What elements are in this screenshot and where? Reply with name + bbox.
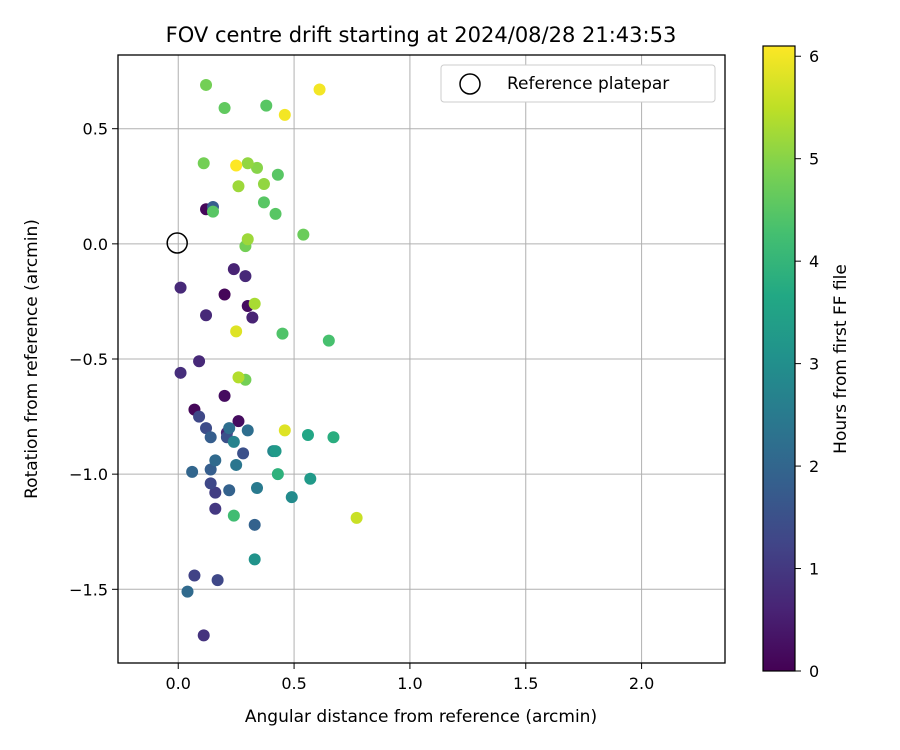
grid-lines	[118, 55, 725, 663]
y-tick-label: −1.5	[69, 580, 108, 599]
colorbar: 0 1 2 3 4 5 6 Hours from first FF file	[762, 45, 851, 681]
y-axis-title: Rotation from reference (arcmin)	[22, 219, 42, 499]
y-tick-label: −0.5	[69, 350, 108, 369]
data-point	[260, 99, 273, 112]
data-point	[209, 502, 222, 515]
data-point	[232, 371, 245, 384]
data-point	[246, 311, 259, 324]
data-point	[241, 424, 254, 437]
colorbar-ticks: 0 1 2 3 4 5 6	[795, 47, 819, 681]
x-tick-label: 0.5	[281, 674, 306, 693]
y-axis-ticks: 0.5 0.0 −0.5 −1.0 −1.5	[69, 120, 118, 599]
colorbar-tick-label: 1	[809, 560, 819, 579]
data-point	[241, 157, 254, 170]
data-point	[304, 472, 317, 485]
data-point	[257, 196, 270, 209]
colorbar-tick-label: 6	[809, 47, 819, 66]
colorbar-gradient	[762, 45, 796, 672]
data-point	[278, 108, 291, 121]
data-point	[297, 228, 310, 241]
data-point	[218, 288, 231, 301]
colorbar-tick-label: 0	[809, 662, 819, 681]
data-point	[271, 468, 284, 481]
data-point	[313, 83, 326, 96]
data-point	[181, 585, 194, 598]
data-point	[227, 435, 240, 448]
data-points	[174, 78, 363, 642]
colorbar-tick-label: 4	[809, 252, 819, 271]
data-point	[197, 157, 210, 170]
data-point	[174, 366, 187, 379]
data-point	[186, 465, 199, 478]
data-point	[209, 454, 222, 467]
x-tick-label: 0.0	[166, 674, 191, 693]
data-point	[200, 309, 213, 322]
colorbar-tick-label: 3	[809, 355, 819, 374]
data-point	[257, 177, 270, 190]
data-point	[350, 511, 363, 524]
data-point	[218, 101, 231, 114]
data-point	[301, 429, 314, 441]
data-point	[227, 509, 240, 522]
data-point	[232, 415, 245, 428]
data-point	[223, 422, 236, 435]
data-point	[285, 491, 298, 504]
data-point	[269, 445, 282, 458]
data-point	[269, 207, 282, 220]
data-point	[218, 389, 231, 402]
data-point	[188, 569, 201, 582]
y-tick-label: −1.0	[69, 465, 108, 484]
data-point	[193, 410, 206, 423]
data-point	[239, 270, 252, 283]
data-point	[200, 422, 213, 435]
data-point	[230, 325, 243, 338]
data-point	[271, 168, 284, 181]
x-axis-title: Angular distance from reference (arcmin)	[245, 707, 597, 727]
data-point	[278, 424, 291, 437]
colorbar-tick-label: 5	[809, 150, 819, 169]
data-point	[193, 355, 206, 368]
data-point	[248, 553, 261, 566]
data-point	[204, 463, 217, 476]
data-point	[251, 481, 264, 494]
data-point	[232, 180, 245, 193]
data-point	[227, 263, 240, 276]
data-point	[276, 327, 289, 340]
data-point	[248, 297, 261, 310]
data-point	[200, 78, 213, 91]
data-point	[241, 233, 254, 246]
x-tick-label: 1.5	[513, 674, 538, 693]
data-point	[206, 205, 219, 218]
data-point	[230, 159, 243, 172]
x-axis-ticks: 0.0 0.5 1.0 1.5 2.0	[166, 663, 654, 693]
data-point	[322, 334, 335, 347]
data-point	[209, 486, 222, 499]
reference-platepar-marker	[166, 232, 188, 254]
data-point	[251, 161, 264, 174]
data-point	[211, 574, 224, 587]
data-point	[204, 477, 217, 490]
legend-marker-icon	[459, 73, 481, 95]
legend: Reference platepar	[440, 64, 716, 103]
data-point	[230, 458, 243, 471]
data-point	[248, 518, 261, 531]
data-point	[327, 431, 340, 444]
x-tick-label: 1.0	[397, 674, 422, 693]
data-point	[223, 484, 236, 497]
chart-title: FOV centre drift starting at 2024/08/28 …	[166, 23, 677, 47]
data-point	[204, 431, 217, 444]
x-tick-label: 2.0	[629, 674, 654, 693]
legend-label: Reference platepar	[507, 74, 669, 94]
legend-box	[440, 64, 716, 103]
y-tick-label: 0.5	[83, 120, 108, 139]
colorbar-title: Hours from first FF file	[831, 264, 851, 454]
data-point	[237, 447, 250, 460]
y-tick-label: 0.0	[83, 235, 108, 254]
data-point	[174, 281, 187, 294]
colorbar-tick-label: 2	[809, 457, 819, 476]
data-point	[197, 629, 210, 642]
